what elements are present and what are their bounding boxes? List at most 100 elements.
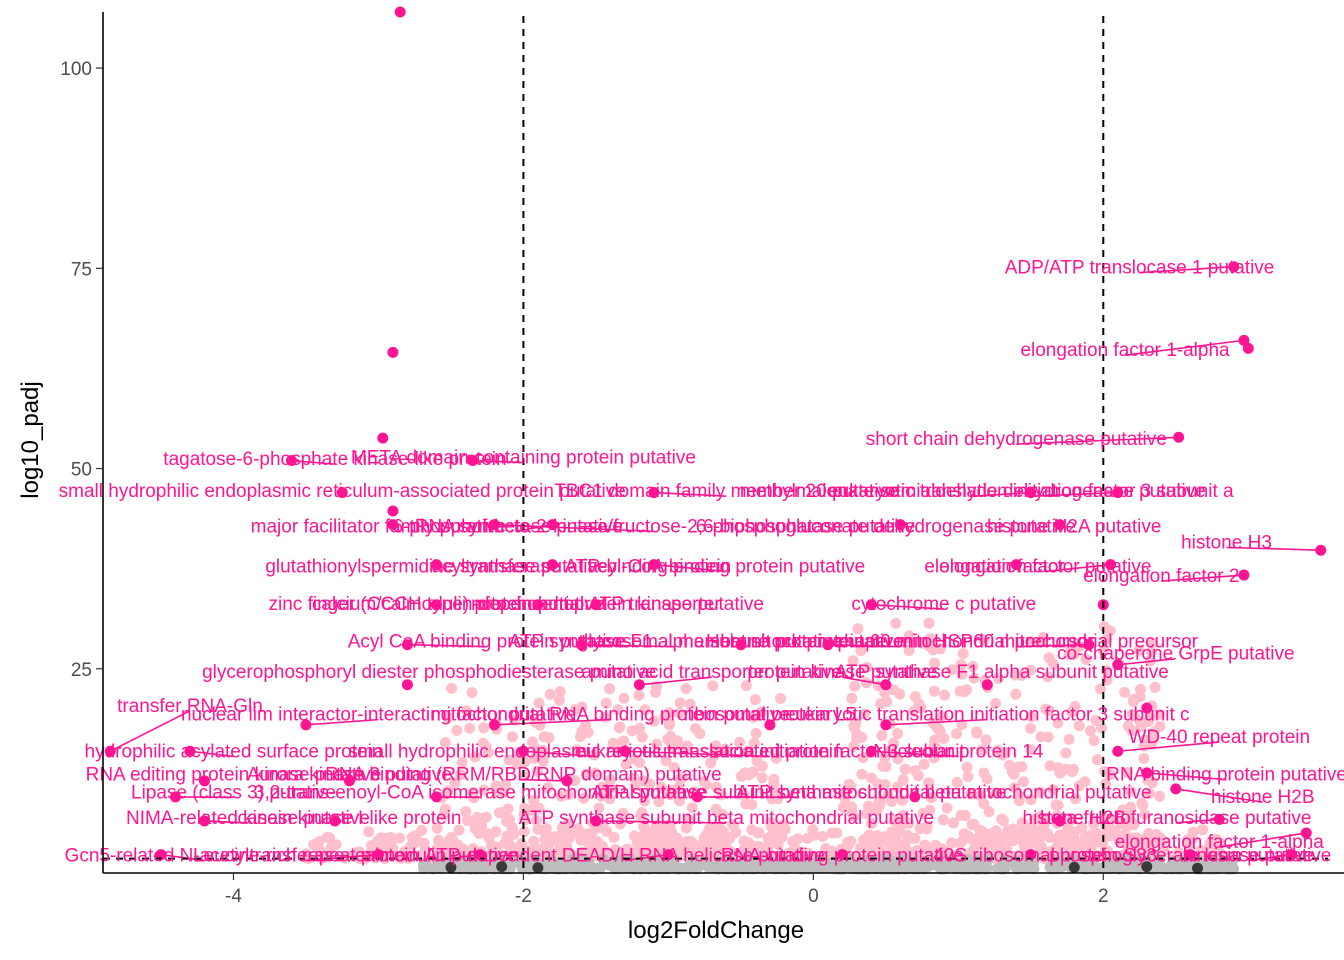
highlighted-point — [184, 745, 196, 757]
label-segment — [109, 710, 191, 752]
point-label: mitochondrial ATP transporter — [471, 594, 721, 615]
x-tick-label: -2 — [515, 886, 532, 907]
highlighted-point — [104, 745, 116, 757]
background-point — [561, 841, 573, 853]
highlighted-point — [691, 791, 703, 803]
background-point — [1052, 717, 1064, 729]
background-point — [648, 715, 660, 727]
background-point — [975, 790, 986, 802]
highlighted-point — [865, 745, 877, 757]
background-point — [1066, 814, 1078, 825]
background-point — [588, 749, 600, 761]
background-point — [908, 705, 920, 717]
point-label: ATP synthase subunit beta mitochondrial … — [519, 808, 934, 829]
point-label: tagatose-6-phosphate kinase-like protein — [163, 449, 506, 470]
label-segment — [291, 459, 336, 465]
dark-point — [1068, 861, 1080, 873]
background-point — [518, 826, 530, 838]
background-point — [990, 787, 1002, 799]
background-point — [1025, 744, 1037, 756]
background-point — [749, 694, 761, 706]
label-segment — [842, 676, 886, 686]
point-label: methylmalonate-semialdehyde dehydrogenas… — [740, 481, 1206, 502]
background-point — [971, 727, 983, 739]
background-point — [463, 863, 475, 875]
background-point — [1146, 777, 1158, 789]
background-point — [892, 728, 904, 739]
dark-point — [496, 861, 508, 873]
point-label: chaperonin HSP60 mitochondrial precursor — [835, 632, 1199, 653]
background-point — [578, 792, 590, 804]
label-segment — [1117, 741, 1220, 753]
label-segment — [624, 853, 669, 862]
label-segment — [871, 603, 944, 610]
background-point — [1147, 734, 1159, 746]
background-point — [917, 807, 929, 819]
highlighted-point — [1141, 767, 1153, 779]
background-point — [831, 827, 843, 839]
background-point — [753, 827, 765, 839]
point-label: 6-phosphogluconate dehydrogenase putativ… — [696, 516, 1076, 537]
background-point — [533, 697, 545, 709]
highlighted-point — [1112, 659, 1124, 671]
background-point — [1154, 708, 1166, 720]
background-point — [600, 697, 612, 709]
highlighted-point — [1112, 745, 1124, 757]
point-label: histone H2B — [1211, 787, 1315, 808]
background-point — [1025, 664, 1037, 676]
background-point — [612, 704, 624, 716]
point-label: mitochondrial RNA binding protein putati… — [431, 705, 790, 726]
background-point — [511, 758, 523, 770]
background-point — [638, 820, 650, 832]
x-tick-label: 2 — [1098, 886, 1109, 907]
background-point — [539, 825, 551, 837]
background-point — [537, 752, 549, 764]
background-point — [886, 860, 898, 872]
background-point — [928, 685, 940, 697]
background-point — [489, 841, 501, 853]
background-point — [571, 744, 583, 756]
point-label: eukaryotic translation initiation factor… — [828, 481, 1234, 502]
point-label: Gcn5-related N-acetyltransferase — [65, 846, 345, 867]
background-point — [927, 742, 939, 754]
background-point — [1028, 814, 1040, 826]
point-label: NIMA-related kinase putative — [126, 808, 370, 829]
background-point — [722, 834, 734, 846]
y-ticks: 25 50 75 100 — [60, 59, 103, 681]
background-point — [1034, 786, 1046, 798]
highlighted-point — [1083, 639, 1095, 651]
background-point — [674, 707, 685, 719]
highlighted-point — [467, 455, 479, 467]
background-point — [466, 815, 478, 827]
background-point — [1087, 858, 1099, 870]
point-label: ATP synthase subunit beta mitochondrial … — [736, 782, 1151, 803]
background-point — [899, 838, 911, 850]
highlighted-point — [648, 487, 660, 499]
background-point — [596, 781, 608, 793]
background-point — [1204, 859, 1216, 871]
background-point — [604, 683, 616, 695]
point-label: tRNA synthetase putative — [409, 516, 622, 537]
label-segment — [523, 750, 596, 758]
point-label: elongation factor 1-alpha — [1115, 832, 1325, 853]
highlighted-point — [517, 745, 529, 757]
background-point — [772, 839, 784, 850]
background-point — [1010, 688, 1022, 700]
background-point — [490, 780, 502, 792]
background-point — [526, 736, 538, 748]
background-point — [802, 863, 814, 875]
background-point — [1042, 671, 1054, 683]
background-point — [742, 745, 754, 757]
highlighted-point — [285, 455, 297, 467]
background-point — [672, 735, 683, 747]
background-point — [1088, 735, 1100, 746]
point-label: histone H2B — [1023, 808, 1127, 829]
background-point — [756, 772, 768, 784]
background-point — [469, 751, 481, 763]
background-point — [755, 706, 767, 718]
background-point — [1090, 714, 1102, 726]
highlighted-point — [377, 432, 389, 444]
highlighted-point — [590, 599, 602, 611]
highlighted-point — [1242, 342, 1254, 354]
background-point — [876, 853, 888, 865]
